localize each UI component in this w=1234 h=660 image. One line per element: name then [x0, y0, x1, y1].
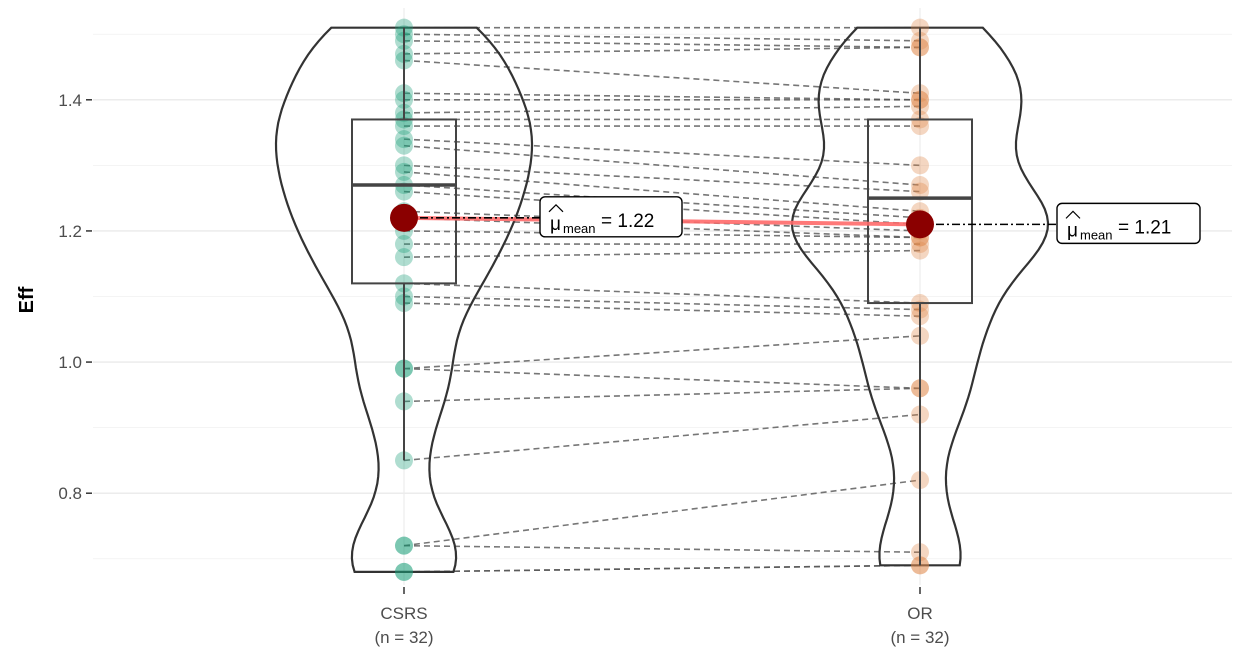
data-point-csrs	[395, 562, 413, 581]
means: μ mean = 1.22 μ mean = 1.21	[390, 196, 1201, 245]
paired-line	[403, 295, 921, 311]
mean-label-box	[1056, 202, 1201, 245]
x-tick-count-label: (n = 32)	[890, 628, 949, 647]
paired-line	[403, 190, 921, 226]
paired-line	[403, 33, 921, 42]
y-tick-label: 1.4	[58, 91, 82, 110]
paired-line	[403, 230, 921, 239]
paired-line	[403, 217, 921, 239]
paired-line	[403, 302, 921, 317]
data-point-or	[911, 235, 929, 254]
paired-line	[403, 249, 921, 258]
paired-line	[403, 413, 921, 462]
paired-line	[403, 564, 921, 573]
mean-subscript: mean	[563, 221, 596, 236]
boxplots	[351, 27, 973, 566]
y-axis-title: Eff	[16, 286, 38, 313]
data-point-or	[911, 117, 929, 136]
paired-line	[403, 387, 921, 403]
mean-point-csrs	[390, 203, 418, 232]
paired-lines	[403, 26, 921, 573]
data-point-csrs	[395, 248, 413, 267]
paired-line	[403, 367, 921, 390]
paired-line	[403, 59, 921, 95]
mean-point-or	[906, 210, 934, 239]
data-point-csrs	[395, 182, 413, 201]
paired-line	[403, 92, 921, 101]
data-point-csrs	[395, 162, 413, 181]
x-tick-label: CSRS	[380, 604, 427, 623]
paired-line	[403, 138, 921, 167]
paired-line	[403, 564, 921, 573]
data-point-or	[911, 182, 929, 201]
paired-line	[403, 171, 921, 213]
grid	[93, 8, 1232, 585]
data-point-or	[911, 241, 929, 260]
paired-line	[403, 544, 921, 554]
mean-subscript: mean	[1080, 227, 1113, 242]
data-point-csrs	[395, 562, 413, 581]
box-csrs	[351, 118, 457, 285]
data-point-csrs	[395, 536, 413, 555]
data-point-csrs	[395, 235, 413, 254]
y-tick-label: 1.0	[58, 353, 82, 372]
data-point-or	[911, 156, 929, 175]
paired-line	[403, 210, 921, 232]
paired-line	[403, 46, 921, 55]
mean-value-csrs: = 1.22	[601, 211, 654, 232]
paired-line	[403, 479, 921, 547]
violin-csrs	[274, 26, 534, 573]
mean-symbol: μ	[550, 214, 561, 235]
data-point-csrs	[395, 536, 413, 555]
y-tick-label: 0.8	[58, 484, 82, 503]
y-tick-label: 1.2	[58, 222, 82, 241]
x-tick-count-label: (n = 32)	[374, 628, 433, 647]
axes: 0.8 1.0 1.2 1.4 CSRS (n = 32) OR (n = 32)	[58, 91, 949, 647]
mean-label-box	[539, 196, 683, 238]
box-or	[867, 118, 973, 305]
paired-line	[403, 184, 921, 219]
violin-or	[790, 26, 1050, 567]
data-point-csrs	[395, 136, 413, 155]
paired-line	[403, 335, 921, 370]
paired-line	[403, 144, 921, 186]
paired-line	[403, 105, 921, 114]
paired-line	[403, 164, 921, 193]
mean-hat-icon	[1065, 210, 1081, 219]
mean-value-or: = 1.21	[1118, 217, 1171, 238]
data-point-csrs	[395, 156, 413, 175]
mean-hat-icon	[548, 203, 564, 213]
x-tick-label: OR	[907, 604, 933, 623]
mean-symbol: μ	[1067, 220, 1078, 241]
paired-line	[403, 39, 921, 49]
paired-line	[403, 282, 921, 304]
violins	[274, 26, 1050, 573]
data-point-or	[911, 176, 929, 195]
data-point-csrs	[395, 130, 413, 149]
data-point-csrs	[395, 117, 413, 136]
